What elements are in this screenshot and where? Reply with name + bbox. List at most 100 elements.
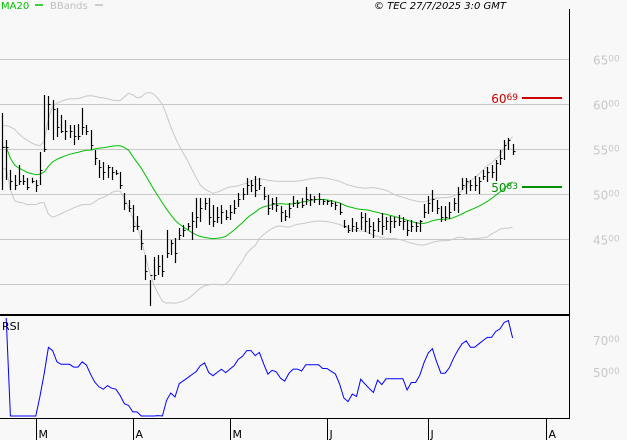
legend: MA20 BBands — [1, 1, 103, 12]
price-bar — [267, 194, 271, 215]
price-bar — [166, 230, 170, 258]
x-tick-label: J — [430, 428, 434, 440]
price-bar — [393, 217, 397, 229]
price-bar — [322, 199, 326, 205]
price-markers: 6069 5083 — [491, 92, 562, 195]
price-bar — [77, 123, 81, 140]
price-bar — [482, 169, 486, 180]
price-bar — [123, 193, 127, 211]
price-bar — [263, 186, 267, 201]
price-bar — [128, 200, 132, 212]
price-bar — [246, 177, 250, 195]
price-bar — [157, 255, 161, 275]
price-bar — [195, 197, 199, 229]
price-bar — [85, 124, 89, 135]
price-bar — [296, 200, 300, 209]
price-bar — [81, 107, 85, 135]
price-bar — [355, 221, 359, 232]
ma20-line — [2, 145, 513, 240]
rsi-tick-label: 7000 — [593, 334, 620, 348]
price-bar — [43, 95, 47, 152]
price-bar — [69, 124, 73, 139]
price-bar — [9, 169, 13, 191]
x-tick-label: J — [329, 428, 333, 440]
price-bar — [457, 186, 461, 213]
price-bar — [64, 120, 68, 140]
copyright-timestamp: © TEC 27/7/2025 3:0 GMT — [374, 1, 507, 12]
price-bar — [453, 197, 457, 212]
y-tick-label: 5500 — [593, 144, 620, 158]
price-bar — [512, 143, 516, 156]
price-bar — [495, 159, 499, 182]
price-bar — [301, 197, 305, 209]
price-bar — [305, 186, 309, 205]
price-bar — [170, 239, 174, 256]
price-bar — [427, 195, 431, 214]
price-bar — [254, 176, 258, 197]
price-bar — [284, 210, 288, 221]
price-bar — [56, 107, 60, 138]
price-bar — [440, 205, 444, 222]
price-bar — [326, 200, 330, 205]
price-bar — [144, 255, 148, 281]
marker-label: 6069 — [491, 92, 518, 106]
price-bar — [204, 197, 208, 211]
price-bar — [14, 175, 18, 191]
price-bar — [153, 257, 157, 281]
bband-lower — [2, 168, 513, 304]
price-bars — [1, 95, 516, 306]
price-bar — [372, 221, 376, 239]
y-tick-label: 6500 — [593, 54, 620, 68]
price-bar — [343, 220, 347, 229]
price-bar — [115, 169, 119, 176]
price-bar — [242, 187, 246, 201]
price-bar — [60, 114, 64, 133]
bband-upper — [2, 91, 513, 203]
price-bar — [499, 149, 503, 166]
legend-bbands: BBands — [50, 1, 88, 12]
price-bar — [491, 165, 495, 178]
price-bar — [448, 202, 452, 220]
price-bar — [389, 215, 393, 233]
y-axis-labels: 6500 6000 5500 5000 4500 7000 5000 — [593, 54, 620, 381]
x-tick-label: M — [233, 428, 243, 440]
price-bar — [292, 195, 296, 207]
price-bar — [461, 177, 465, 191]
price-bar — [182, 224, 186, 238]
legend-ma20: MA20 — [1, 1, 29, 12]
price-bar — [237, 193, 241, 207]
price-bar — [398, 214, 402, 227]
price-bar — [187, 222, 191, 230]
price-bar — [102, 161, 106, 180]
price-bar — [368, 218, 372, 234]
price-bar — [415, 221, 419, 232]
price-bar — [503, 140, 507, 160]
price-bar — [47, 95, 51, 131]
price-bar — [478, 176, 482, 194]
price-bar — [318, 193, 322, 205]
price-bar — [250, 179, 254, 193]
price-bar — [132, 204, 136, 232]
price-bar — [107, 165, 111, 178]
price-bar — [406, 220, 410, 237]
price-bar — [410, 220, 414, 232]
x-tick-label: A — [136, 428, 144, 440]
price-bar — [26, 177, 30, 191]
rsi-title: RSI — [2, 320, 20, 333]
price-bar — [465, 177, 469, 194]
price-bar — [334, 202, 338, 211]
y-tick-label: 5000 — [593, 189, 620, 203]
price-bar — [347, 224, 351, 233]
price-bar — [220, 204, 224, 224]
price-bar — [423, 203, 427, 219]
price-bar — [199, 197, 203, 222]
price-bar — [431, 190, 435, 212]
price-bar — [385, 217, 389, 230]
price-bar — [90, 130, 94, 150]
price-bar — [52, 100, 56, 140]
ma20-path — [2, 145, 513, 240]
price-bar — [402, 217, 406, 230]
price-bar — [309, 194, 313, 206]
price-bar — [360, 212, 364, 230]
